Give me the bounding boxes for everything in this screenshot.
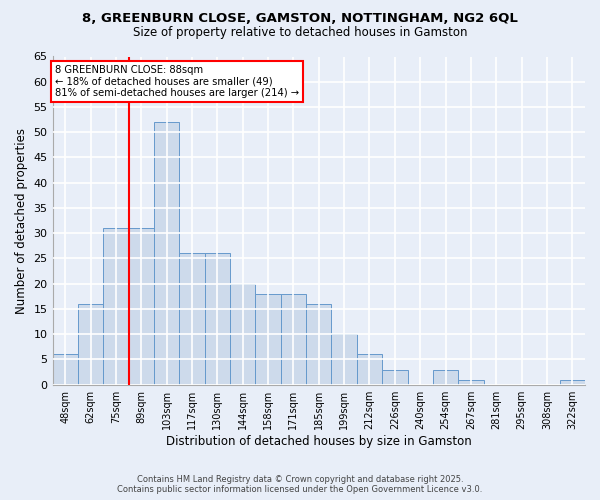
Bar <box>53 354 78 384</box>
Bar <box>281 294 306 384</box>
Bar <box>205 254 230 384</box>
Bar <box>154 122 179 384</box>
Bar <box>331 334 357 384</box>
Bar <box>78 304 103 384</box>
Bar <box>103 228 128 384</box>
Bar <box>179 254 205 384</box>
Text: 8 GREENBURN CLOSE: 88sqm
← 18% of detached houses are smaller (49)
81% of semi-d: 8 GREENBURN CLOSE: 88sqm ← 18% of detach… <box>55 64 299 98</box>
Text: 8, GREENBURN CLOSE, GAMSTON, NOTTINGHAM, NG2 6QL: 8, GREENBURN CLOSE, GAMSTON, NOTTINGHAM,… <box>82 12 518 26</box>
Text: Contains HM Land Registry data © Crown copyright and database right 2025.
Contai: Contains HM Land Registry data © Crown c… <box>118 474 482 494</box>
Bar <box>458 380 484 384</box>
Bar <box>357 354 382 384</box>
Y-axis label: Number of detached properties: Number of detached properties <box>15 128 28 314</box>
Bar <box>560 380 585 384</box>
Text: Size of property relative to detached houses in Gamston: Size of property relative to detached ho… <box>133 26 467 39</box>
Bar <box>382 370 407 384</box>
X-axis label: Distribution of detached houses by size in Gamston: Distribution of detached houses by size … <box>166 434 472 448</box>
Bar <box>230 284 256 384</box>
Bar <box>128 228 154 384</box>
Bar <box>433 370 458 384</box>
Bar <box>256 294 281 384</box>
Bar <box>306 304 331 384</box>
